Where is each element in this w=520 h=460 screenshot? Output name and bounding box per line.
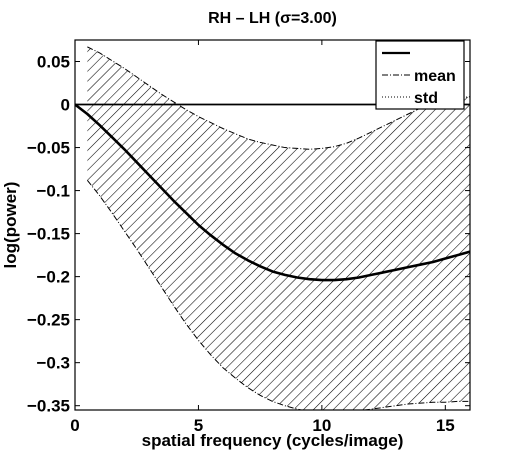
- y-tick-label: −0.25: [27, 311, 70, 330]
- y-tick-label: −0.3: [36, 354, 70, 373]
- y-tick-label: −0.15: [27, 225, 70, 244]
- x-tick-label: 15: [436, 416, 455, 435]
- axes-frame: [74, 39, 471, 411]
- std-upper-edge: [87, 46, 470, 150]
- y-axis-label: log(power): [1, 182, 20, 269]
- legend-entry-mean: mean: [414, 68, 456, 85]
- series-line-mean: [75, 103, 470, 282]
- x-tick-label: 5: [194, 416, 203, 435]
- x-axis-label: spatial frequency (cycles/image): [142, 431, 404, 450]
- x-tick-label: 0: [70, 416, 79, 435]
- y-tick-label: −0.1: [36, 182, 70, 201]
- legend-entry-std: std: [414, 90, 438, 107]
- std-lower-edge: [86, 179, 470, 410]
- x-tick-label: 10: [312, 416, 331, 435]
- plot-area: [75, 46, 470, 410]
- y-tick-label: −0.2: [36, 268, 70, 287]
- legend: mean std: [375, 40, 465, 110]
- chart-title: RH – LH (σ=3.00): [208, 10, 337, 27]
- y-tick-label: 0.05: [37, 53, 70, 72]
- y-tick-label: −0.05: [27, 139, 70, 158]
- y-tick-label: −0.35: [27, 397, 70, 416]
- axis-ticks: 0 5 10 15 0.05 0 −0.05 −0.1 −0.15 −0.2 −0.25 −0.3 −0…: [27, 40, 470, 435]
- y-tick-label: 0: [61, 96, 70, 115]
